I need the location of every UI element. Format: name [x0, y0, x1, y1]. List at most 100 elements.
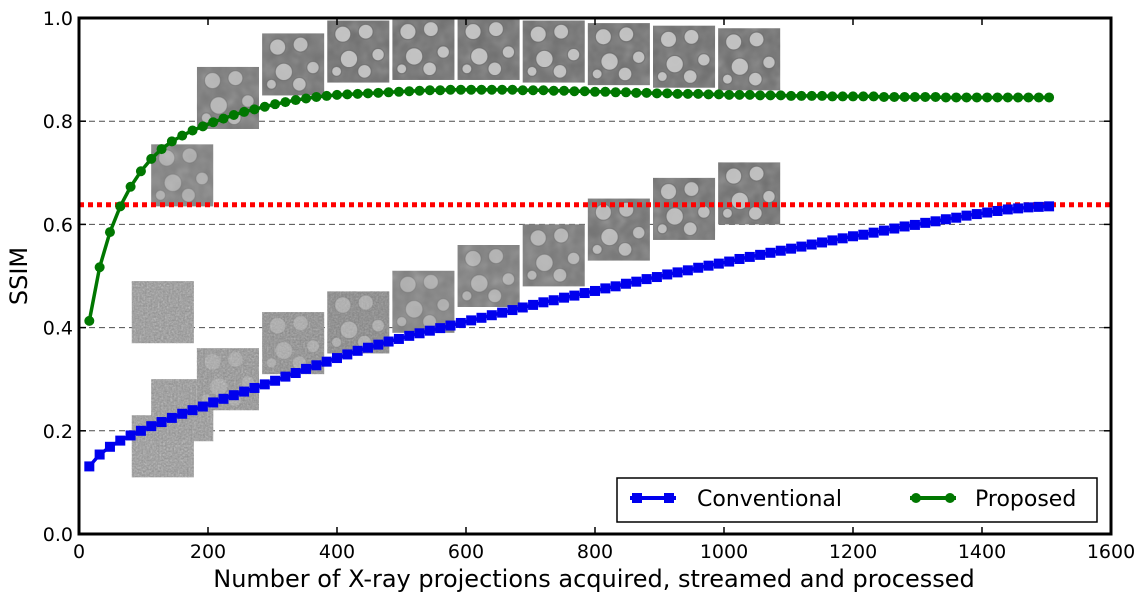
data-point-proposed — [878, 91, 889, 102]
thumbnail-particle — [487, 21, 505, 38]
data-point-proposed — [992, 92, 1003, 103]
reconstruction-thumbnails — [131, 17, 781, 478]
data-point-proposed — [703, 89, 714, 100]
data-point-proposed — [755, 90, 766, 101]
data-point-proposed — [404, 86, 415, 97]
data-point-conventional — [1002, 204, 1013, 215]
data-point-conventional — [404, 330, 415, 341]
proposed-reconstruction-thumbnail — [131, 281, 194, 344]
series-line-proposed — [87, 87, 1050, 322]
data-point-conventional — [486, 310, 497, 321]
thumbnail-particle — [154, 189, 167, 201]
data-point-proposed — [507, 84, 518, 95]
data-point-conventional — [579, 288, 590, 299]
thumbnail-particle — [292, 36, 309, 53]
data-point-conventional — [734, 253, 745, 264]
y-tick-label: 1.0 — [43, 8, 73, 30]
data-point-conventional — [166, 412, 177, 423]
data-point-conventional — [197, 401, 208, 412]
data-point-proposed — [301, 93, 312, 104]
data-point-conventional — [559, 292, 570, 303]
thumbnail-particle — [747, 71, 763, 87]
thumbnail-particle — [399, 22, 417, 41]
thumbnail-particle — [291, 76, 307, 92]
thumbnail-particle — [748, 31, 765, 48]
data-point-conventional — [827, 235, 838, 246]
data-point-proposed — [817, 90, 828, 101]
data-point-conventional — [125, 430, 136, 441]
data-point-conventional — [218, 393, 229, 404]
data-point-proposed — [476, 84, 487, 95]
data-point-conventional — [424, 325, 435, 336]
thumbnail-particle — [241, 94, 255, 108]
data-point-conventional — [476, 312, 487, 323]
data-point-proposed — [228, 110, 239, 121]
data-point-proposed — [218, 113, 229, 124]
data-point-proposed — [239, 106, 250, 117]
thumbnail-particle — [724, 33, 743, 51]
data-point-conventional — [104, 441, 115, 452]
thumbnail-particle — [600, 52, 619, 71]
data-point-proposed — [115, 201, 126, 212]
thumbnail-particle — [158, 149, 176, 167]
thumbnail-particle — [501, 45, 516, 59]
thumbnail-particle — [553, 23, 570, 40]
proposed-reconstruction-thumbnail — [392, 17, 455, 80]
y-tick-label: 0.0 — [43, 524, 73, 546]
thumbnail-particle — [422, 61, 438, 77]
thumbnail-particle — [566, 47, 581, 62]
data-point-proposed — [259, 101, 270, 112]
thumbnail-particle — [591, 68, 603, 80]
data-point-conventional — [951, 212, 962, 223]
data-point-proposed — [1023, 92, 1034, 103]
thumbnail-particle — [396, 316, 408, 328]
data-point-conventional — [466, 315, 477, 326]
legend-label-proposed: Proposed — [975, 487, 1076, 512]
data-point-conventional — [961, 210, 972, 221]
thumbnail-particle — [617, 66, 633, 82]
thumbnail-particle — [209, 96, 228, 115]
data-point-conventional — [620, 278, 631, 289]
data-point-proposed — [920, 91, 931, 102]
thumbnail-particle — [292, 315, 309, 332]
proposed-reconstruction-thumbnail — [718, 28, 781, 91]
thumbnail-particle — [762, 189, 776, 204]
data-point-conventional — [848, 231, 858, 242]
data-point-conventional — [1013, 203, 1024, 214]
data-point-proposed — [290, 95, 301, 106]
conventional-reconstruction-thumbnail — [327, 291, 390, 354]
data-point-conventional — [239, 386, 250, 397]
data-point-proposed — [435, 85, 446, 96]
data-point-conventional — [259, 379, 270, 390]
thumbnail-particle — [487, 248, 505, 265]
data-point-proposed — [641, 87, 652, 98]
data-point-proposed — [734, 89, 745, 100]
data-point-conventional — [84, 461, 95, 472]
thumbnail-particle — [762, 55, 776, 70]
thumbnail-particle — [552, 63, 568, 79]
data-point-conventional — [755, 249, 766, 260]
data-point-proposed — [94, 262, 105, 273]
data-point-proposed — [672, 88, 683, 99]
data-point-conventional — [135, 425, 146, 436]
data-point-conventional — [765, 247, 776, 258]
data-point-proposed — [280, 97, 291, 108]
data-point-proposed — [775, 90, 786, 101]
data-point-proposed — [466, 84, 477, 95]
thumbnail-particle — [659, 30, 678, 48]
data-point-proposed — [146, 153, 157, 164]
proposed-reconstruction-thumbnail — [653, 25, 716, 88]
data-point-conventional — [383, 336, 394, 347]
thumbnail-particle — [371, 47, 385, 62]
thumbnail-particle — [682, 69, 698, 84]
thumbnail-particle — [469, 274, 489, 293]
data-point-conventional — [693, 262, 704, 273]
thumbnail-particle — [535, 49, 554, 69]
data-point-conventional — [786, 243, 797, 254]
data-point-proposed — [610, 87, 621, 98]
data-point-proposed — [827, 91, 838, 102]
data-point-conventional — [817, 237, 828, 248]
thumbnail-particle — [529, 229, 547, 247]
data-point-conventional — [177, 408, 188, 419]
data-point-proposed — [620, 87, 631, 98]
